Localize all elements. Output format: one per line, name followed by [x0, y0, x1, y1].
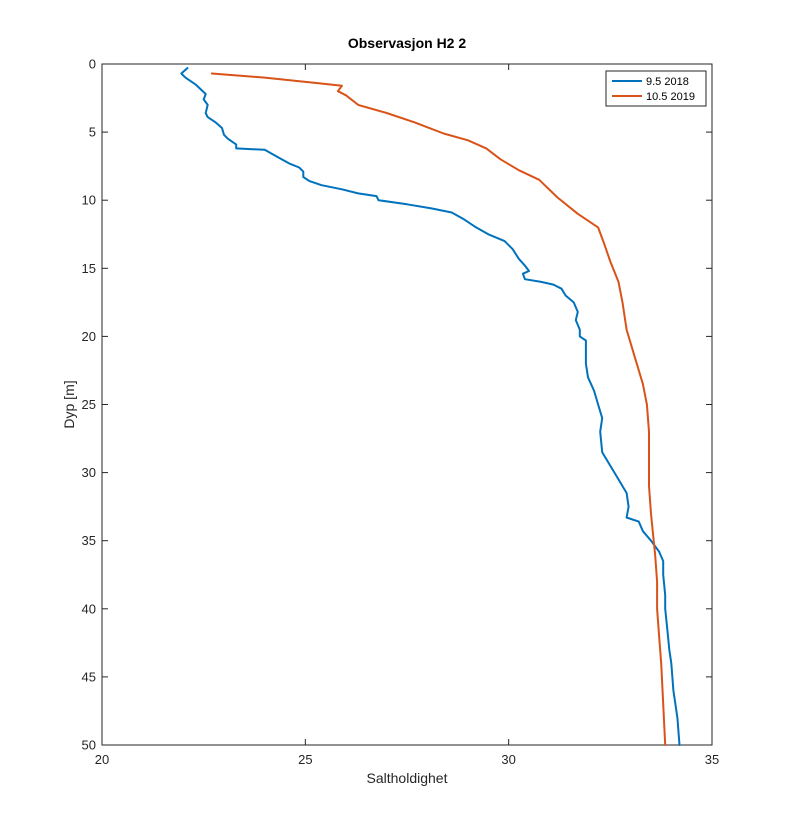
x-tick-label: 30: [501, 752, 515, 767]
legend-box: [605, 70, 707, 107]
y-tick-label: 50: [82, 738, 96, 753]
series-line-2: [210, 72, 667, 746]
y-tick-label: 25: [82, 397, 96, 412]
y-tick-label: 5: [89, 125, 96, 140]
y-tick-label: 40: [82, 601, 96, 616]
x-axis: 20 25 30 35: [95, 64, 719, 767]
y-axis-label: Dyp [m]: [61, 380, 77, 428]
x-tick-label: 20: [95, 752, 109, 767]
y-tick-label: 0: [89, 57, 96, 72]
series-line-1: [180, 67, 681, 746]
chart-title: Observasjon H2 2: [348, 35, 466, 51]
legend-label: 10.5 2019: [646, 91, 695, 103]
y-tick-label: 35: [82, 533, 96, 548]
x-tick-label: 25: [298, 752, 312, 767]
y-tick-label: 10: [82, 193, 96, 208]
y-tick-label: 45: [82, 669, 96, 684]
plot-frame: [101, 63, 713, 746]
legend-label: 9.5 2018: [646, 76, 689, 88]
y-tick-label: 30: [82, 465, 96, 480]
y-tick-label: 20: [82, 329, 96, 344]
y-axis: 0 5 10 15 20 25 30 35 40 45 50: [82, 57, 712, 753]
legend: 9.5 2018 10.5 2019: [605, 70, 707, 107]
x-axis-label: Saltholdighet: [367, 770, 448, 786]
x-tick-label: 35: [705, 752, 719, 767]
plot-area: 20 25 30 35 0 5 10 15 20 25 30 35 40 45 50: [82, 57, 720, 768]
y-tick-label: 15: [82, 261, 96, 276]
series-lines: [180, 67, 681, 746]
